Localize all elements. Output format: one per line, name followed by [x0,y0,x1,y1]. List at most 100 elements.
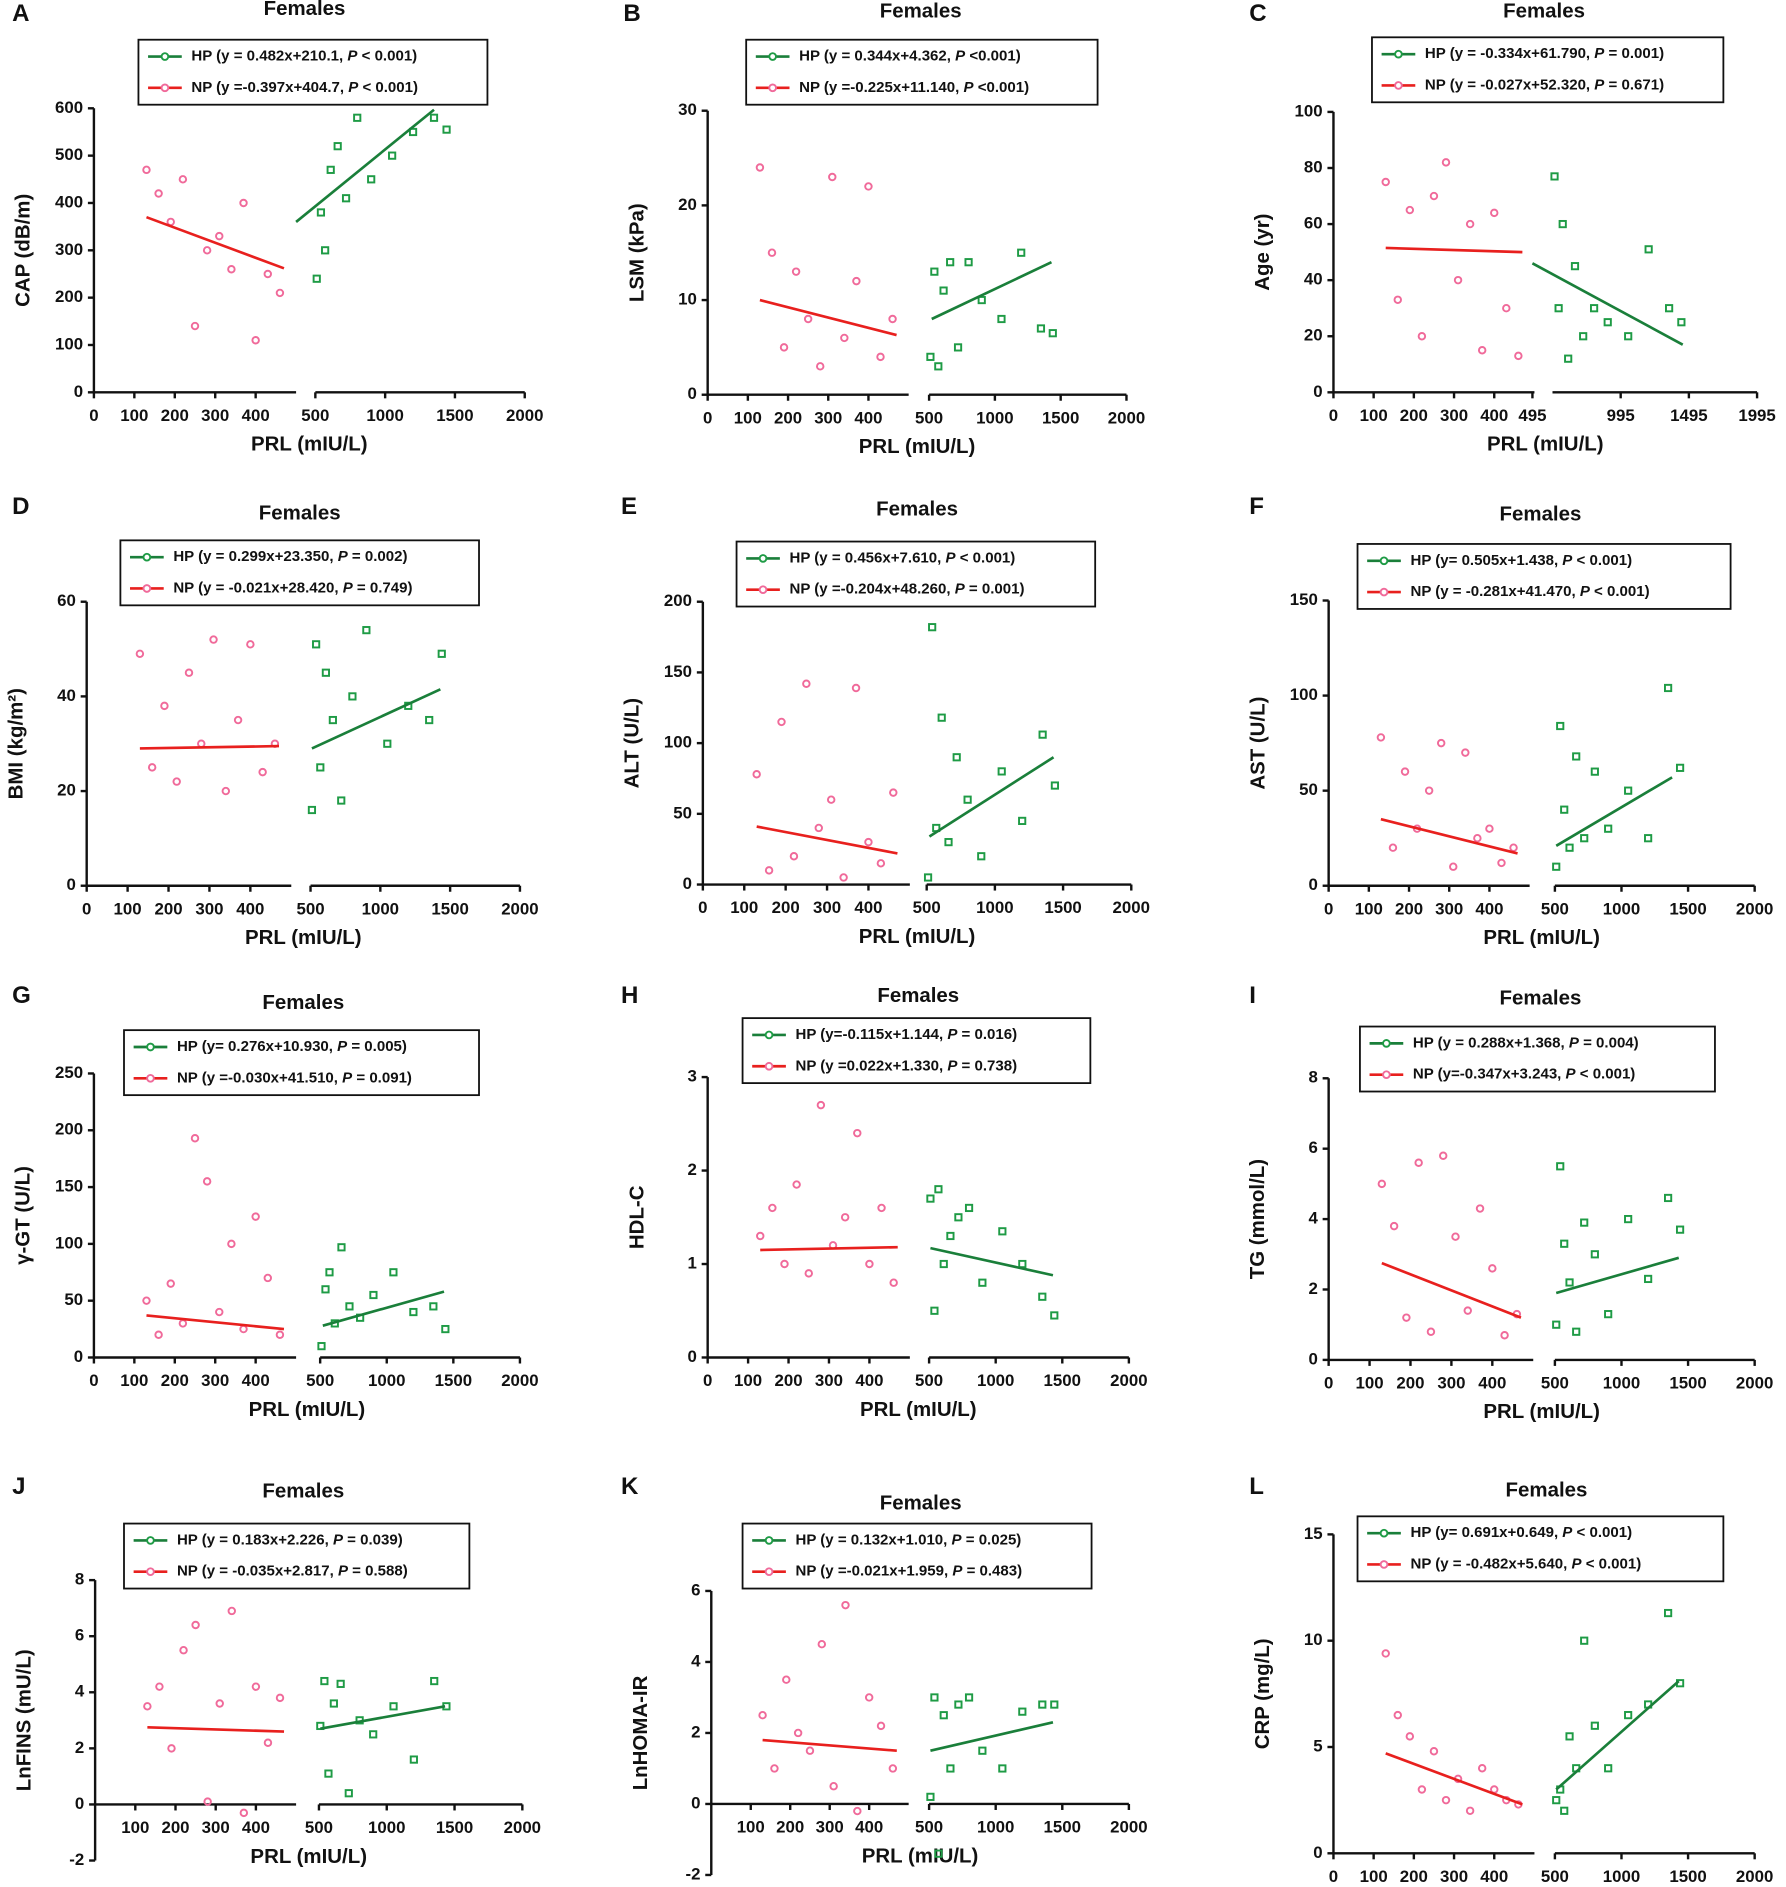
point [876,859,886,868]
point [367,175,376,184]
trend-line [1555,1256,1680,1295]
point [964,1693,974,1702]
x-axis-label: PRL (mIU/L) [245,926,362,949]
x-tick-label: 200 [1395,899,1423,918]
point [954,1700,963,1709]
legend-label: HP (y= 0.276x+10.930, P = 0.005) [177,1038,407,1055]
point [803,314,813,324]
x-tick-label: 2000 [1113,898,1150,917]
y-tick-label: 6 [75,1626,84,1645]
x-tick-label: 500 [915,408,943,427]
point [336,1679,345,1688]
x-tick-label: 500 [913,898,941,917]
trend-line [146,215,285,270]
legend-box [123,1522,471,1590]
point [782,1675,791,1684]
point [263,1738,273,1747]
x-tick-label: 400 [1475,899,1503,918]
point [1485,824,1494,833]
point [939,1711,948,1720]
y-tick-label: 300 [55,240,83,259]
y-tick-label: 6 [1308,1138,1317,1157]
y-tick-label: 5 [1313,1736,1322,1755]
point [1424,786,1434,795]
legend-label: NP (y =-0.021x+1.959, P = 0.483) [796,1563,1023,1580]
legend-label: HP (y = 0.183x+2.226, P = 0.039) [177,1531,403,1548]
x-tick-label: 400 [1478,1373,1506,1392]
point [409,1307,418,1317]
x-tick-label: 100 [114,899,142,918]
point [1417,332,1427,341]
x-tick-label: 300 [1435,899,1463,918]
point [179,1646,188,1655]
chart-title: Females [876,498,958,521]
x-tick-label: 100 [120,406,148,425]
point [348,692,357,701]
legend-label: HP (y= 0.505x+1.438, P < 0.001) [1410,552,1632,569]
y-tick-label: 2 [75,1738,84,1757]
point [441,1324,450,1334]
point [953,343,963,352]
point [143,1702,152,1711]
point [1405,1732,1415,1741]
trend-line [311,688,441,750]
x-tick-label: 400 [855,1817,883,1836]
point [1400,767,1410,776]
legend-label: NP (y =-0.030x+41.510, P = 0.091) [177,1069,412,1086]
x-tick-label: 400 [1480,406,1508,425]
x-tick-label: 200 [161,1371,189,1390]
point [329,1699,338,1708]
point [865,1259,874,1269]
point [1048,329,1057,338]
panel-letter: A [12,0,29,27]
legend-label: HP (y= 0.691x+0.649, P < 0.001) [1410,1524,1632,1541]
point [1514,351,1523,361]
x-tick-label: 2000 [1736,899,1773,918]
legend-label: NP (y = -0.021x+28.420, P = 0.749) [173,579,412,596]
x-tick-label: 200 [161,1818,189,1837]
legend-box [745,38,1099,106]
x-tick-label: 300 [813,898,841,917]
point [978,1746,987,1755]
point [1565,843,1574,852]
panel-letter: G [12,982,31,1009]
point [154,189,163,198]
point [369,1730,378,1739]
y-tick-label: 0 [691,1793,700,1812]
point [275,288,285,298]
point [142,1296,151,1305]
point [442,125,451,134]
x-tick-label: 200 [161,406,189,425]
point [1477,1764,1487,1773]
x-tick-label: 1500 [1669,1867,1706,1886]
y-tick-label: 200 [55,1120,83,1139]
trend-line [762,1738,897,1753]
x-tick-label: 500 [301,406,329,425]
point [408,127,418,137]
y-tick-label: 15 [1304,1524,1323,1543]
legend-box [1371,36,1725,104]
legend-marker [764,1536,774,1545]
point [429,113,439,122]
chart-title: Females [1500,986,1582,1009]
trend-line [756,825,898,855]
point [215,1307,224,1317]
y-tick-label: 80 [1304,157,1323,176]
point [166,1279,175,1288]
legend-marker [764,1030,774,1040]
x-axis-label: PRL (mIU/L) [249,1398,366,1421]
point [840,333,849,343]
point [791,267,801,276]
panel-letter: E [621,493,637,520]
point [203,1797,212,1806]
point [437,649,446,658]
point [258,767,267,777]
point [172,777,181,786]
point [1590,1250,1599,1259]
point [1377,1179,1387,1189]
x-tick-label: 300 [815,1371,843,1390]
y-tick-label: 8 [75,1570,84,1589]
point [263,1273,272,1283]
x-tick-label: 1000 [977,1817,1014,1836]
x-tick-label: 300 [202,1818,230,1837]
